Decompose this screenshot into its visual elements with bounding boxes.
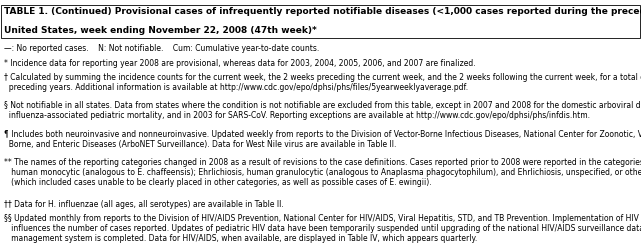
Text: —: No reported cases.    N: Not notifiable.    Cum: Cumulative year-to-date coun: —: No reported cases. N: Not notifiable.… (4, 44, 319, 53)
Text: * Incidence data for reporting year 2008 are provisional, whereas data for 2003,: * Incidence data for reporting year 2008… (4, 58, 476, 68)
Text: United States, week ending November 22, 2008 (47th week)*: United States, week ending November 22, … (4, 26, 317, 35)
Text: †† Data for H. influenzae (all ages, all serotypes) are available in Table II.: †† Data for H. influenzae (all ages, all… (4, 199, 283, 208)
Text: § Not notifiable in all states. Data from states where the condition is not noti: § Not notifiable in all states. Data fro… (4, 101, 641, 120)
Text: ¶ Includes both neuroinvasive and nonneuroinvasive. Updated weekly from reports : ¶ Includes both neuroinvasive and nonneu… (4, 129, 641, 148)
Text: TABLE 1. (Continued) Provisional cases of infrequently reported notifiable disea: TABLE 1. (Continued) Provisional cases o… (4, 7, 641, 16)
Text: † Calculated by summing the incidence counts for the current week, the 2 weeks p: † Calculated by summing the incidence co… (4, 73, 641, 92)
Text: §§ Updated monthly from reports to the Division of HIV/AIDS Prevention, National: §§ Updated monthly from reports to the D… (4, 214, 641, 242)
Text: ** The names of the reporting categories changed in 2008 as a result of revision: ** The names of the reporting categories… (4, 157, 641, 186)
